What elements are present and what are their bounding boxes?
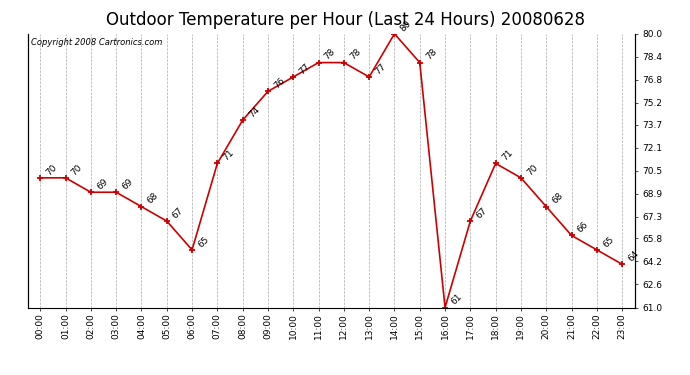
Text: 71: 71 [500,148,514,163]
Text: 70: 70 [44,162,59,177]
Text: 67: 67 [171,206,186,220]
Text: 77: 77 [297,62,312,76]
Text: 74: 74 [247,105,262,119]
Text: 78: 78 [348,47,362,62]
Text: Outdoor Temperature per Hour (Last 24 Hours) 20080628: Outdoor Temperature per Hour (Last 24 Ho… [106,11,584,29]
Text: 80: 80 [399,18,413,33]
Text: 65: 65 [196,235,210,249]
Text: 68: 68 [551,191,565,206]
Text: 66: 66 [575,220,590,235]
Text: 68: 68 [146,191,160,206]
Text: 78: 78 [323,47,337,62]
Text: 78: 78 [424,47,438,62]
Text: 70: 70 [525,162,540,177]
Text: 77: 77 [373,62,388,76]
Text: 76: 76 [272,76,286,91]
Text: 64: 64 [627,249,641,264]
Text: 65: 65 [601,235,615,249]
Text: Copyright 2008 Cartronics.com: Copyright 2008 Cartronics.com [30,38,162,47]
Text: 69: 69 [120,177,135,192]
Text: 69: 69 [95,177,110,192]
Text: 70: 70 [70,162,84,177]
Text: 71: 71 [221,148,236,163]
Text: 61: 61 [449,292,464,307]
Text: 67: 67 [475,206,489,220]
